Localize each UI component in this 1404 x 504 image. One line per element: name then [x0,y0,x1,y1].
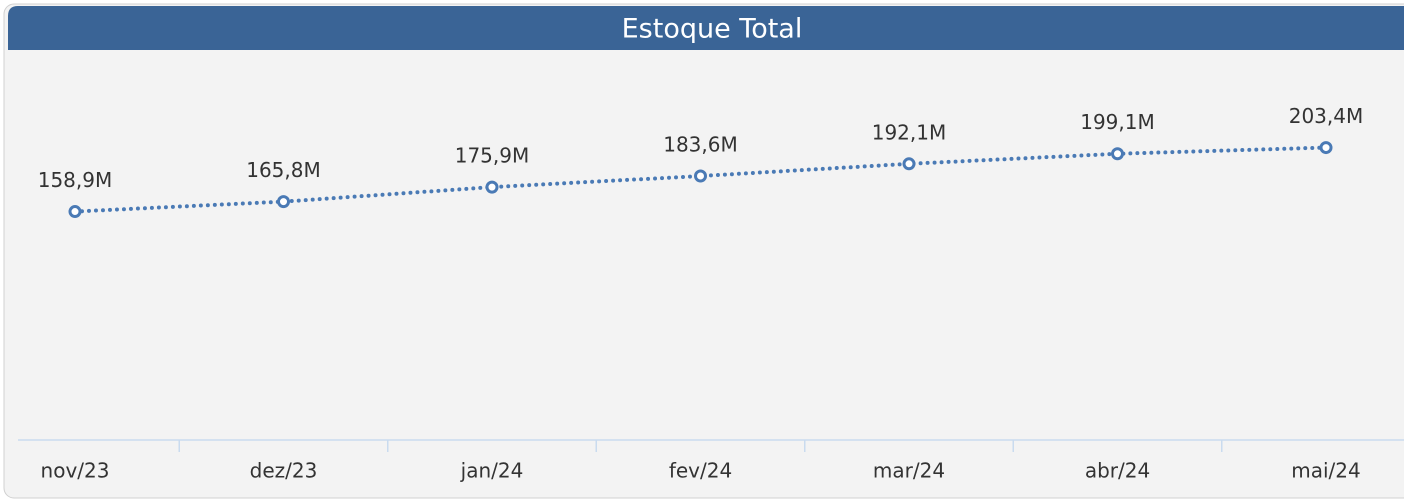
title-bar [8,6,1404,50]
data-label: 203,4M [1289,104,1364,128]
x-tick-label: nov/23 [41,459,110,483]
x-tick-label: mai/24 [1291,459,1360,483]
chart-title: Estoque Total [622,14,803,45]
x-tick-label: dez/23 [250,459,318,483]
point-marker [1319,141,1333,155]
x-tick-label: fev/24 [669,459,732,483]
data-label: 192,1M [872,120,947,144]
point-marker [694,169,707,183]
point-marker [485,180,499,194]
data-label: 158,9M [38,168,113,192]
x-tick-label: jan/24 [460,459,524,483]
point-marker [277,195,290,209]
data-label: 165,8M [246,158,321,182]
data-label: 175,9M [455,144,530,168]
point-marker [902,157,916,171]
x-tick-label: mar/24 [873,459,945,483]
point-marker [68,205,82,219]
card [3,3,1404,499]
point-marker [1111,147,1124,161]
x-tick-label: abr/24 [1085,459,1150,483]
data-label: 183,6M [663,133,738,157]
data-label: 199,1M [1080,110,1155,134]
